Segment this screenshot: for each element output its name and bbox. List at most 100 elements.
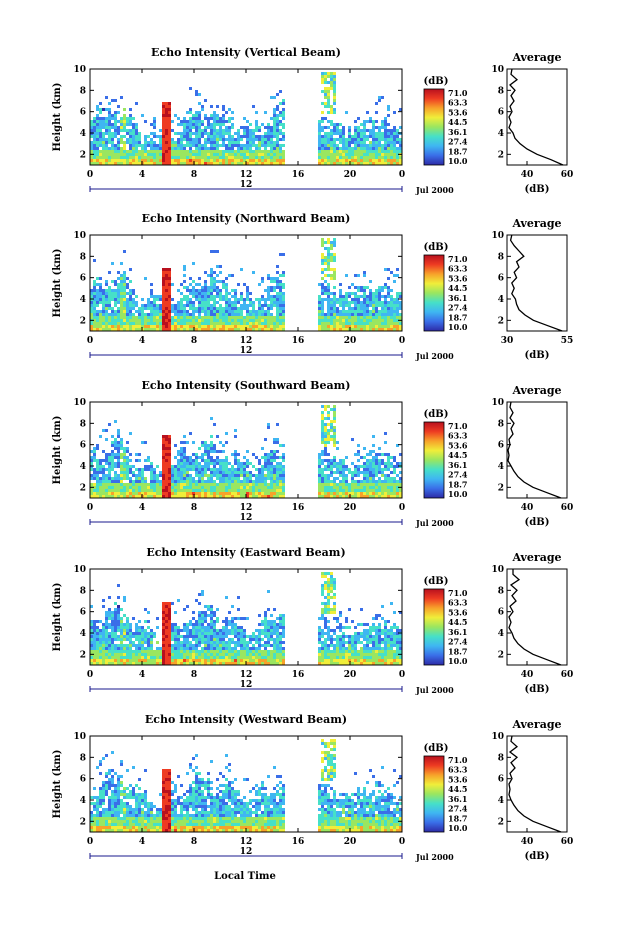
heatmap-cell	[249, 135, 252, 138]
heatmap-cell	[111, 153, 114, 156]
heatmap-cell	[171, 147, 174, 150]
heatmap-cell	[198, 289, 201, 292]
heatmap-cell	[243, 117, 246, 120]
heatmap-cell	[336, 298, 339, 301]
heatmap-cell	[249, 480, 252, 483]
heatmap-cell	[96, 298, 99, 301]
heatmap-cell	[105, 438, 108, 441]
heatmap-cell	[216, 325, 219, 328]
heatmap-cell	[99, 468, 102, 471]
date-label: Jul 2000	[415, 351, 454, 361]
heatmap-cell	[147, 638, 150, 641]
heatmap-cell	[348, 129, 351, 132]
heatmap-cell	[246, 295, 249, 298]
heatmap-cell	[345, 465, 348, 468]
heatmap-cell	[333, 138, 336, 141]
heatmap-cell	[261, 277, 264, 280]
y-axis-label: Height (km)	[52, 416, 63, 485]
heatmap-cell	[135, 132, 138, 135]
profile-y-tick-label: 4	[498, 295, 504, 305]
heatmap-cell	[363, 486, 366, 489]
heatmap-cell	[183, 453, 186, 456]
heatmap-cell	[318, 456, 321, 459]
heatmap-cell	[267, 132, 270, 135]
heatmap-cell	[213, 141, 216, 144]
heatmap-cell	[171, 471, 174, 474]
heatmap-cell	[132, 617, 135, 620]
heatmap-cell	[114, 662, 117, 665]
heatmap-cell	[117, 626, 120, 629]
heatmap-cell	[234, 495, 237, 498]
heatmap-cell	[165, 286, 168, 289]
heatmap-cell	[333, 144, 336, 147]
heatmap-cell	[108, 644, 111, 647]
heatmap-cell	[270, 459, 273, 462]
heatmap-cell	[324, 453, 327, 456]
beam-panel-2: Echo Intensity (Southward Beam)Height (k…	[52, 379, 573, 528]
heatmap-cell	[318, 147, 321, 150]
heatmap-cell	[111, 319, 114, 322]
heatmap-cell	[264, 310, 267, 313]
heatmap-cell	[168, 307, 171, 310]
heatmap-cell	[177, 474, 180, 477]
heatmap-cell	[276, 132, 279, 135]
heatmap-cell	[225, 647, 228, 650]
heatmap-cell	[396, 486, 399, 489]
heatmap-cell	[396, 489, 399, 492]
heatmap-cell	[162, 602, 165, 605]
heatmap-cell	[135, 147, 138, 150]
heatmap-cell	[177, 450, 180, 453]
heatmap-cell	[222, 313, 225, 316]
heatmap-cell	[210, 662, 213, 665]
heatmap-cell	[168, 447, 171, 450]
heatmap-cell	[318, 313, 321, 316]
heatmap-cell	[99, 325, 102, 328]
heatmap-cell	[195, 626, 198, 629]
heatmap-cell	[276, 495, 279, 498]
heatmap-cell	[399, 292, 402, 295]
heatmap-cell	[153, 635, 156, 638]
heatmap-cell	[108, 132, 111, 135]
heatmap-cell	[222, 328, 225, 331]
heatmap-cell	[165, 435, 168, 438]
heatmap-cell	[222, 620, 225, 623]
heatmap-cell	[381, 316, 384, 319]
heatmap-cell	[162, 123, 165, 126]
heatmap-cell	[165, 316, 168, 319]
heatmap-cell	[156, 465, 159, 468]
heatmap-cell	[153, 322, 156, 325]
heatmap-cell	[363, 447, 366, 450]
heatmap-cell	[165, 474, 168, 477]
heatmap-cell	[186, 486, 189, 489]
heatmap-cell	[330, 310, 333, 313]
heatmap-cell	[330, 471, 333, 474]
heatmap-cell	[117, 313, 120, 316]
heatmap-cell	[129, 465, 132, 468]
heatmap-cell	[273, 316, 276, 319]
heatmap-cell	[282, 483, 285, 486]
heatmap-cell	[372, 444, 375, 447]
heatmap-cell	[144, 480, 147, 483]
heatmap-cell	[324, 328, 327, 331]
heatmap-cell	[117, 456, 120, 459]
heatmap-cell	[216, 117, 219, 120]
heatmap-cell	[321, 90, 324, 93]
heatmap-cell	[330, 325, 333, 328]
heatmap-cell	[129, 483, 132, 486]
heatmap-cell	[123, 159, 126, 162]
heatmap-cell	[384, 129, 387, 132]
heatmap-cell	[114, 650, 117, 653]
heatmap-cell	[318, 489, 321, 492]
heatmap-cell	[117, 650, 120, 653]
heatmap-cell	[102, 304, 105, 307]
heatmap-cell	[276, 319, 279, 322]
heatmap-cell	[219, 471, 222, 474]
heatmap-cell	[246, 162, 249, 165]
heatmap-cell	[282, 144, 285, 147]
heatmap-cell	[147, 644, 150, 647]
heatmap-cell	[129, 144, 132, 147]
heatmap-cell	[357, 471, 360, 474]
heatmap-cell	[321, 135, 324, 138]
heatmap-cell	[141, 489, 144, 492]
heatmap-cell	[207, 447, 210, 450]
